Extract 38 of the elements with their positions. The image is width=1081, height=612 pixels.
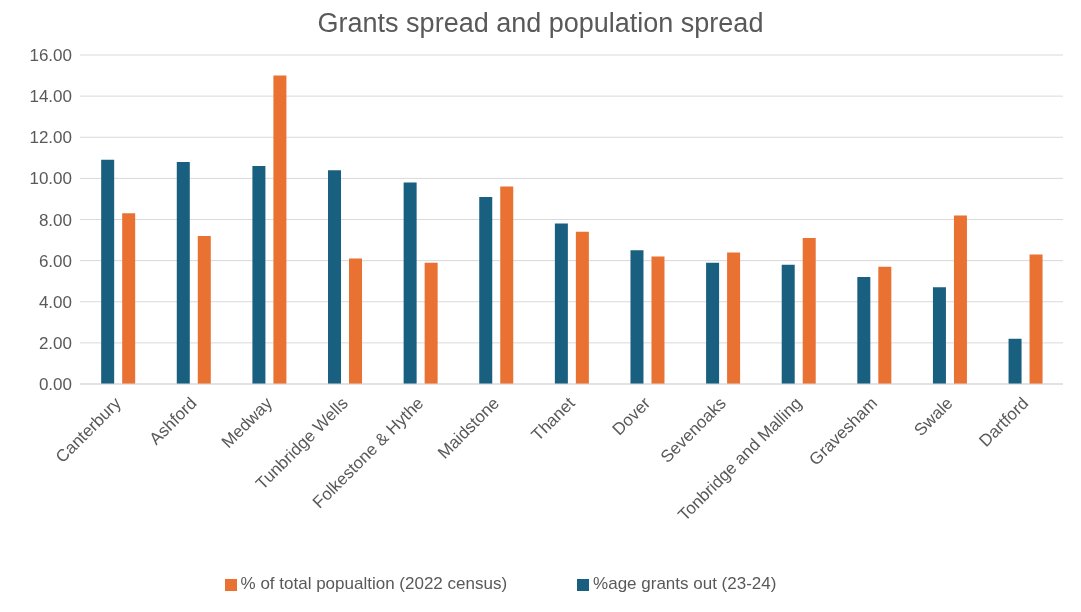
y-tick-label: 8.00	[38, 210, 72, 230]
y-tick-label: 12.00	[29, 128, 72, 148]
y-tick-label: 6.00	[38, 251, 72, 271]
bar	[328, 170, 342, 384]
y-tick-label: 14.00	[29, 87, 72, 107]
y-tick-label: 16.00	[29, 46, 72, 66]
y-tick-label: 2.00	[38, 333, 72, 353]
bar	[878, 266, 892, 384]
bar	[575, 231, 589, 384]
bar	[273, 75, 287, 384]
bar	[554, 223, 568, 384]
bar	[781, 264, 795, 384]
legend-label: % of total popualtion (2022 census)	[240, 574, 508, 593]
bar	[101, 159, 115, 384]
bar	[802, 238, 816, 384]
bar	[1029, 254, 1043, 384]
bar	[176, 161, 190, 384]
bar	[122, 213, 136, 384]
bar	[424, 262, 438, 384]
bar	[630, 250, 644, 384]
bar	[727, 252, 741, 384]
y-tick-label: 4.00	[38, 292, 72, 312]
bar	[500, 186, 514, 384]
bar	[932, 287, 946, 384]
bar	[197, 235, 211, 384]
bar	[1008, 338, 1022, 384]
bar	[252, 166, 266, 384]
y-tick-label: 10.00	[29, 169, 72, 189]
bar	[857, 277, 871, 384]
bar	[479, 196, 493, 384]
bar	[706, 262, 720, 384]
y-tick-label: 0.00	[38, 375, 72, 395]
chart-title: Grants spread and population spread	[316, 8, 765, 39]
legend-label: %age grants out (23-24)	[593, 574, 777, 593]
bar	[349, 258, 363, 384]
bar	[403, 182, 417, 384]
bar	[953, 215, 967, 384]
bar	[651, 256, 665, 384]
